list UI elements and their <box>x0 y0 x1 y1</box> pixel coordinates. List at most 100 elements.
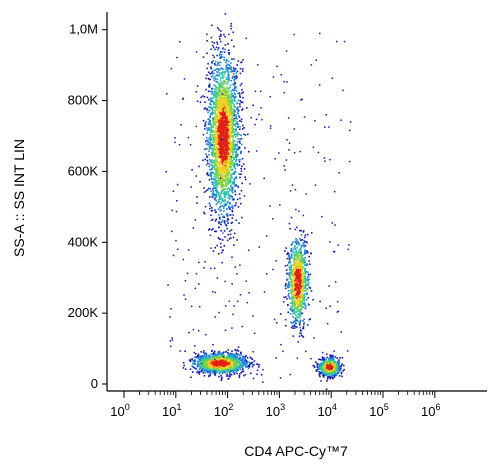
scatter-point <box>303 239 305 242</box>
scatter-point <box>229 131 232 133</box>
scatter-point <box>294 319 297 321</box>
scatter-point <box>221 130 224 133</box>
scatter-point <box>215 189 217 192</box>
scatter-point <box>292 335 295 337</box>
scatter-point <box>207 141 209 143</box>
scatter-point <box>297 256 299 258</box>
scatter-point <box>233 68 235 70</box>
scatter-point <box>216 78 219 81</box>
scatter-point <box>227 176 230 178</box>
scatter-point <box>289 278 292 281</box>
scatter-point <box>210 137 213 140</box>
scatter-point <box>304 250 306 253</box>
scatter-point <box>213 145 215 148</box>
scatter-point <box>242 368 244 371</box>
scatter-point <box>293 272 295 275</box>
scatter-point <box>216 116 219 118</box>
scatter-point <box>289 261 292 264</box>
scatter-point <box>225 185 228 187</box>
scatter-point <box>220 141 223 143</box>
scatter-point <box>220 174 222 177</box>
scatter-point <box>290 281 292 283</box>
scatter-point <box>205 368 207 371</box>
scatter-point <box>253 364 255 366</box>
scatter-point <box>230 358 233 361</box>
scatter-point <box>235 364 237 366</box>
scatter-point <box>221 145 223 148</box>
scatter-point <box>215 145 218 148</box>
scatter-point <box>221 106 223 109</box>
scatter-point <box>225 65 228 68</box>
scatter-point <box>248 150 250 153</box>
scatter-point <box>260 374 263 376</box>
scatter-point <box>296 277 298 279</box>
scatter-point <box>303 260 306 263</box>
scatter-point <box>220 246 222 248</box>
scatter-point <box>258 366 260 368</box>
scatter-point <box>323 357 326 359</box>
scatter-point <box>229 120 231 122</box>
scatter-point <box>233 113 235 115</box>
scatter-point <box>292 290 295 292</box>
scatter-point <box>308 318 311 321</box>
scatter-point <box>219 353 221 355</box>
scatter-point <box>206 160 209 162</box>
scatter-point <box>222 189 224 192</box>
scatter-point <box>302 303 305 305</box>
scatter-point <box>299 299 302 302</box>
scatter-point <box>193 345 196 347</box>
scatter-point <box>304 249 306 251</box>
scatter-point <box>215 129 217 132</box>
scatter-point <box>212 109 214 111</box>
scatter-point <box>240 137 243 140</box>
scatter-point <box>295 265 297 268</box>
scatter-point <box>223 167 225 169</box>
scatter-point <box>238 366 241 369</box>
scatter-point <box>295 262 298 265</box>
scatter-point <box>293 281 295 284</box>
scatter-point <box>229 99 231 101</box>
scatter-point <box>213 106 216 108</box>
scatter-point <box>219 198 222 201</box>
scatter-point <box>233 353 235 356</box>
scatter-point <box>210 178 213 180</box>
scatter-point <box>219 122 222 124</box>
scatter-point <box>301 265 303 268</box>
scatter-point <box>223 175 225 178</box>
scatter-point <box>209 131 212 133</box>
scatter-point <box>232 354 234 356</box>
scatter-point <box>295 280 298 282</box>
scatter-point <box>221 144 223 146</box>
scatter-point <box>233 130 235 133</box>
scatter-point <box>209 196 211 198</box>
scatter-point <box>230 66 232 69</box>
scatter-point <box>233 70 236 72</box>
scatter-point <box>231 115 234 117</box>
scatter-point <box>230 97 232 99</box>
scatter-point <box>214 110 216 113</box>
scatter-point <box>297 272 300 274</box>
scatter-point <box>217 200 220 203</box>
scatter-point <box>301 290 303 293</box>
scatter-point <box>234 204 237 207</box>
scatter-point <box>227 368 229 371</box>
scatter-point <box>286 257 289 260</box>
scatter-point <box>212 370 214 373</box>
scatter-point <box>236 111 239 113</box>
scatter-point <box>296 317 298 319</box>
scatter-point <box>217 47 220 49</box>
scatter-point <box>245 361 247 363</box>
scatter-point <box>224 177 227 179</box>
scatter-point <box>229 112 232 114</box>
scatter-point <box>294 247 297 250</box>
scatter-point <box>231 113 233 116</box>
scatter-point <box>223 365 226 367</box>
scatter-point <box>211 358 213 360</box>
scatter-point <box>210 123 212 125</box>
scatter-point <box>291 309 293 312</box>
scatter-point <box>228 191 230 193</box>
scatter-point <box>227 178 229 180</box>
scatter-point <box>295 257 298 260</box>
scatter-point <box>223 123 226 125</box>
scatter-point <box>232 110 235 113</box>
